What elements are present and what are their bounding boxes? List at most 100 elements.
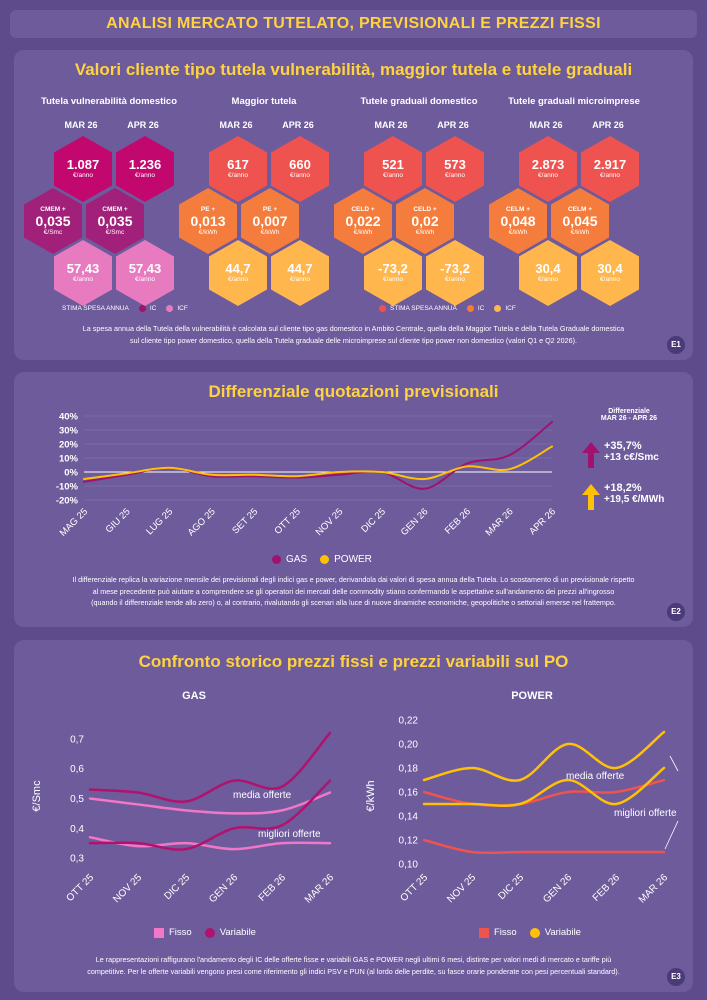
gas-diff-values: +35,7% +13 c€/Smc bbox=[604, 440, 659, 463]
e3-note-line1: Le rappresentazioni raffigurano l'andame… bbox=[95, 955, 612, 964]
hex-ic: CMEM +0,035 €/Smc bbox=[86, 188, 144, 254]
legend-ic-label: IC bbox=[477, 305, 485, 312]
x-tick-label: NOV 25 bbox=[314, 506, 346, 538]
gas-diff-abs: +13 c€/Smc bbox=[604, 452, 659, 463]
y-tick-label: 0,18 bbox=[399, 764, 419, 775]
power-annot-pointer-best bbox=[664, 820, 679, 850]
hex-icf: 57,43 €/anno bbox=[116, 240, 174, 306]
legend-icf-dot bbox=[494, 305, 502, 312]
hex-label: CMEM + bbox=[102, 205, 128, 213]
hex-unit: €/kWh bbox=[415, 228, 435, 236]
hex-value: 2.917 bbox=[593, 157, 627, 172]
legend-stima-label: STIMA SPESA ANNUA bbox=[390, 305, 457, 312]
hex-unit: €/anno bbox=[445, 172, 465, 179]
hex-value: 617 bbox=[227, 157, 249, 172]
x-tick-label: DIC 25 bbox=[496, 872, 526, 902]
gas-annot-migliori: migliori offerte bbox=[258, 829, 321, 840]
x-tick-label: MAR 26 bbox=[484, 506, 516, 538]
legend-fisso-label: Fisso bbox=[169, 927, 192, 938]
x-tick-label: GEN 26 bbox=[399, 506, 431, 538]
legend-variabile-label: Variabile bbox=[219, 927, 256, 938]
x-tick-label: DIC 25 bbox=[162, 872, 192, 902]
power-diff-pct: +18,2% bbox=[604, 482, 642, 494]
page-title: ANALISI MERCATO TUTELATO, PREVISIONALI E… bbox=[10, 10, 697, 38]
series-line-variabile bbox=[88, 731, 332, 803]
hex-value: -73,2 bbox=[378, 261, 408, 276]
hex-value: 0,048 bbox=[500, 212, 536, 229]
legend-variabile-dot bbox=[529, 927, 540, 938]
hex-value: 0,045 bbox=[562, 212, 598, 229]
hex-value: 573 bbox=[444, 157, 466, 172]
legend-icf-dot bbox=[166, 305, 174, 312]
y-tick-label: 20% bbox=[59, 440, 79, 451]
y-tick-label: -10% bbox=[56, 482, 79, 493]
hex-value: 2.873 bbox=[531, 157, 565, 172]
power-diff-abs: +19,5 €/MWh bbox=[604, 494, 665, 505]
legend-gas-dot bbox=[272, 555, 281, 564]
y-tick-label: 0% bbox=[64, 468, 78, 479]
hex-ic: PE +0,013 €/kWh bbox=[179, 188, 237, 254]
hex-month-label: MAR 26 bbox=[374, 120, 408, 130]
diff-box-title: Differenziale bbox=[608, 408, 650, 415]
hex-value: 57,43 bbox=[128, 261, 162, 276]
hex-value: 0,02 bbox=[411, 212, 439, 229]
hex-unit: €/anno bbox=[135, 172, 155, 179]
series-line-power bbox=[83, 445, 553, 481]
x-tick-label: DIC 25 bbox=[359, 506, 388, 535]
hex-label: CELM + bbox=[567, 205, 593, 213]
hex-value: 44,7 bbox=[287, 261, 313, 276]
series-line-variabile bbox=[422, 730, 666, 782]
gas-y-axis-label: €/Smc bbox=[31, 780, 43, 812]
hex-month-label: APR 26 bbox=[592, 120, 624, 130]
e1-badge: E1 bbox=[667, 336, 685, 354]
series-line-variabile bbox=[422, 766, 666, 808]
hex-unit: €/anno bbox=[228, 276, 248, 283]
hex-value: 30,4 bbox=[597, 261, 623, 276]
y-tick-label: 0,12 bbox=[399, 836, 419, 847]
hex-unit: €/kWh bbox=[353, 228, 373, 236]
x-tick-label: AGO 25 bbox=[186, 506, 218, 538]
gas-legend: Fisso Variabile bbox=[154, 927, 256, 938]
power-annot-media: media offerte bbox=[566, 771, 625, 782]
hex-stima: 660 €/anno bbox=[271, 136, 329, 202]
series-line-gas bbox=[83, 421, 553, 490]
diff-box-period: MAR 26 - APR 26 bbox=[600, 415, 658, 422]
x-tick-label: APR 26 bbox=[527, 506, 558, 537]
e2-note-line2: al mese precedente può aiutare a compren… bbox=[92, 586, 615, 596]
e3-title: Confronto storico prezzi fissi e prezzi … bbox=[138, 652, 569, 671]
hex-unit: €/anno bbox=[290, 276, 310, 283]
hex-group-title: Tutela vulnerabilità domestico bbox=[40, 96, 178, 107]
hex-icf: -73,2 €/anno bbox=[426, 240, 484, 306]
hex-value: 660 bbox=[289, 157, 311, 172]
gas-diff-pct: +35,7% bbox=[604, 440, 642, 452]
hex-unit: €/anno bbox=[228, 172, 248, 179]
y-tick-label: 40% bbox=[59, 412, 79, 423]
hex-ic: PE +0,007 €/kWh bbox=[241, 188, 299, 254]
y-tick-label: 0,20 bbox=[399, 740, 419, 751]
hex-label: PE + bbox=[200, 205, 216, 213]
hex-icf: -73,2 €/anno bbox=[364, 240, 422, 306]
legend-gas-label: GAS bbox=[286, 554, 308, 565]
hex-unit: €/kWh bbox=[508, 228, 528, 236]
hex-stima: 1.087 €/anno bbox=[54, 136, 112, 202]
y-tick-label: 0,5 bbox=[70, 794, 84, 805]
e1-note-line1: La spesa annua della Tutela della vulner… bbox=[82, 324, 625, 333]
hex-ic: CELM +0,045 €/kWh bbox=[551, 188, 609, 254]
diff-chart: MAG 25 GIU 25 LUG 25 AGO 25 SET 25 OTT 25 NOV … bbox=[56, 412, 558, 539]
hex-value: 1.087 bbox=[66, 157, 100, 172]
y-tick-label: 0,7 bbox=[70, 734, 84, 745]
y-tick-label: 0,3 bbox=[70, 854, 84, 865]
e1-note: La spesa annua della Tutela della vulner… bbox=[26, 323, 681, 346]
x-tick-label: LUG 25 bbox=[144, 506, 175, 537]
power-diff-values: +18,2% +19,5 €/MWh bbox=[604, 482, 664, 505]
hex-icf: 44,7 €/anno bbox=[271, 240, 329, 306]
power-annot-migliori: migliori offerte bbox=[614, 808, 677, 819]
hex-stima: 1.236 €/anno bbox=[116, 136, 174, 202]
hex-value: 521 bbox=[382, 157, 404, 172]
hex-stima: 2.917 €/anno bbox=[581, 136, 639, 202]
power-up-arrow-icon bbox=[582, 484, 600, 510]
hex-stima: 521 €/anno bbox=[364, 136, 422, 202]
y-tick-label: 0,4 bbox=[70, 824, 84, 835]
power-annot-pointer-media bbox=[669, 755, 679, 772]
x-tick-label: OTT 25 bbox=[65, 872, 97, 904]
